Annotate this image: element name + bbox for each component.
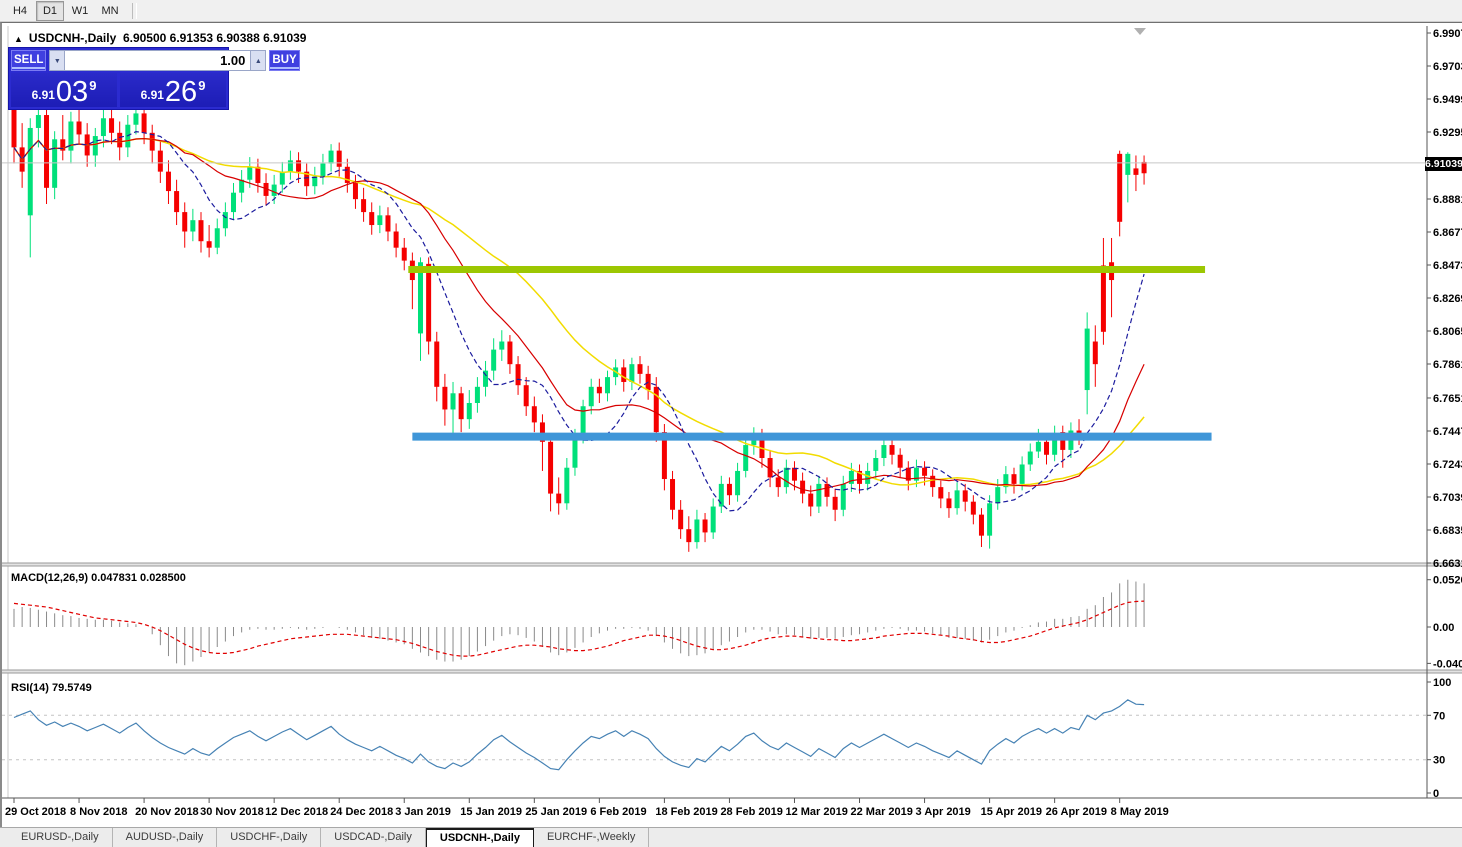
svg-text:6.80650: 6.80650 (1433, 326, 1462, 338)
svg-text:6.94990: 6.94990 (1433, 94, 1462, 106)
svg-text:15 Jan 2019: 15 Jan 2019 (460, 806, 522, 818)
svg-text:6.92950: 6.92950 (1433, 127, 1462, 139)
svg-text:12 Mar 2019: 12 Mar 2019 (785, 806, 847, 818)
timeframe-button-mn[interactable]: MN (101, 4, 119, 17)
svg-text:6.97030: 6.97030 (1433, 61, 1462, 73)
svg-text:30: 30 (1433, 755, 1445, 767)
svg-text:70: 70 (1433, 710, 1445, 722)
svg-text:30 Nov 2018: 30 Nov 2018 (200, 806, 264, 818)
svg-text:6.68350: 6.68350 (1433, 525, 1462, 537)
sell-button[interactable]: SELL (11, 50, 47, 71)
timeframe-button-h4[interactable]: H4 (12, 4, 28, 17)
svg-text:0.052015: 0.052015 (1433, 575, 1462, 587)
svg-text:6.84730: 6.84730 (1433, 260, 1462, 272)
svg-text:-0.040015: -0.040015 (1433, 658, 1462, 670)
timeframe-button-d1[interactable]: D1 (36, 0, 64, 21)
timeframe-toolbar: H4 D1 W1 MN (0, 0, 1462, 22)
chart-tab-eurchf-weekly[interactable]: EURCHF-,Weekly (534, 828, 650, 847)
svg-text:6.82690: 6.82690 (1433, 293, 1462, 305)
chart-tab-usdcad-daily[interactable]: USDCAD-,Daily (321, 828, 426, 847)
chart-tab-audusd-daily[interactable]: AUDUSD-,Daily (113, 828, 218, 847)
lot-size-input[interactable] (65, 50, 251, 71)
chart-tab-usdchf-daily[interactable]: USDCHF-,Daily (217, 828, 322, 847)
current-price-tag: 6.91039 (1425, 157, 1462, 171)
svg-text:0.00: 0.00 (1433, 622, 1454, 634)
lot-increase-icon[interactable]: ▲ (250, 50, 267, 71)
chart-tab-bar: EURUSD-,Daily AUDUSD-,Daily USDCHF-,Daily U… (0, 827, 1462, 847)
svg-text:3 Apr 2019: 3 Apr 2019 (916, 806, 971, 818)
svg-text:6.70390: 6.70390 (1433, 492, 1462, 504)
svg-text:26 Apr 2019: 26 Apr 2019 (1046, 806, 1107, 818)
buy-button[interactable]: BUY (269, 50, 300, 71)
macd-indicator-label: MACD(12,26,9) 0.047831 0.028500 (11, 572, 186, 584)
svg-text:6.76510: 6.76510 (1433, 393, 1462, 405)
svg-text:6.88810: 6.88810 (1433, 194, 1462, 206)
ohlc-values: 6.90500 6.91353 6.90388 6.91039 (122, 31, 307, 45)
svg-text:6.66310: 6.66310 (1433, 558, 1462, 570)
collapse-arrow-icon[interactable]: ▲ (14, 34, 23, 44)
svg-text:12 Dec 2018: 12 Dec 2018 (265, 806, 328, 818)
svg-text:8 May 2019: 8 May 2019 (1111, 806, 1169, 818)
svg-text:6.86770: 6.86770 (1433, 227, 1462, 239)
svg-text:18 Feb 2019: 18 Feb 2019 (655, 806, 717, 818)
svg-text:6.78610: 6.78610 (1433, 359, 1462, 371)
sell-price-button[interactable]: 6.91 03 9 (11, 73, 117, 107)
lot-size-stepper: ▼ ▲ (49, 50, 267, 71)
chart-tab-usdcnh-daily[interactable]: USDCNH-,Daily (425, 828, 534, 847)
svg-text:25 Jan 2019: 25 Jan 2019 (525, 806, 587, 818)
chart-canvas[interactable]: 6.99070 6.97030 6.94990 6.92950 6.88810 6.867… (2, 26, 1462, 826)
chart-tab-eurusd-daily[interactable]: EURUSD-,Daily (8, 828, 113, 847)
svg-text:24 Dec 2018: 24 Dec 2018 (330, 806, 393, 818)
lot-decrease-icon[interactable]: ▼ (49, 50, 66, 71)
buy-price-button[interactable]: 6.91 26 9 (120, 73, 226, 107)
rsi-indicator-label: RSI(14) 79.5749 (11, 682, 92, 694)
symbol-name: USDCNH-,Daily (28, 31, 117, 45)
svg-text:3 Jan 2019: 3 Jan 2019 (395, 806, 451, 818)
svg-text:0: 0 (1433, 788, 1439, 800)
svg-text:20 Nov 2018: 20 Nov 2018 (135, 806, 199, 818)
svg-text:22 Mar 2019: 22 Mar 2019 (851, 806, 913, 818)
svg-text:6.72430: 6.72430 (1433, 459, 1462, 471)
svg-text:6.74470: 6.74470 (1433, 426, 1462, 438)
svg-text:8 Nov 2018: 8 Nov 2018 (70, 806, 127, 818)
svg-text:29 Oct 2018: 29 Oct 2018 (5, 806, 66, 818)
svg-text:6.99070: 6.99070 (1433, 28, 1462, 40)
chart-title: ▲ USDCNH-,Daily 6.90500 6.91353 6.90388 6… (14, 31, 306, 45)
timeframe-button-w1[interactable]: W1 (71, 4, 89, 17)
svg-text:100: 100 (1433, 677, 1451, 689)
svg-text:28 Feb 2019: 28 Feb 2019 (720, 806, 782, 818)
svg-text:6 Feb 2019: 6 Feb 2019 (590, 806, 646, 818)
chart-window: 6.99070 6.97030 6.94990 6.92950 6.88810 6.867… (0, 22, 1462, 827)
svg-text:15 Apr 2019: 15 Apr 2019 (981, 806, 1042, 818)
toolbar-separator (132, 2, 137, 19)
